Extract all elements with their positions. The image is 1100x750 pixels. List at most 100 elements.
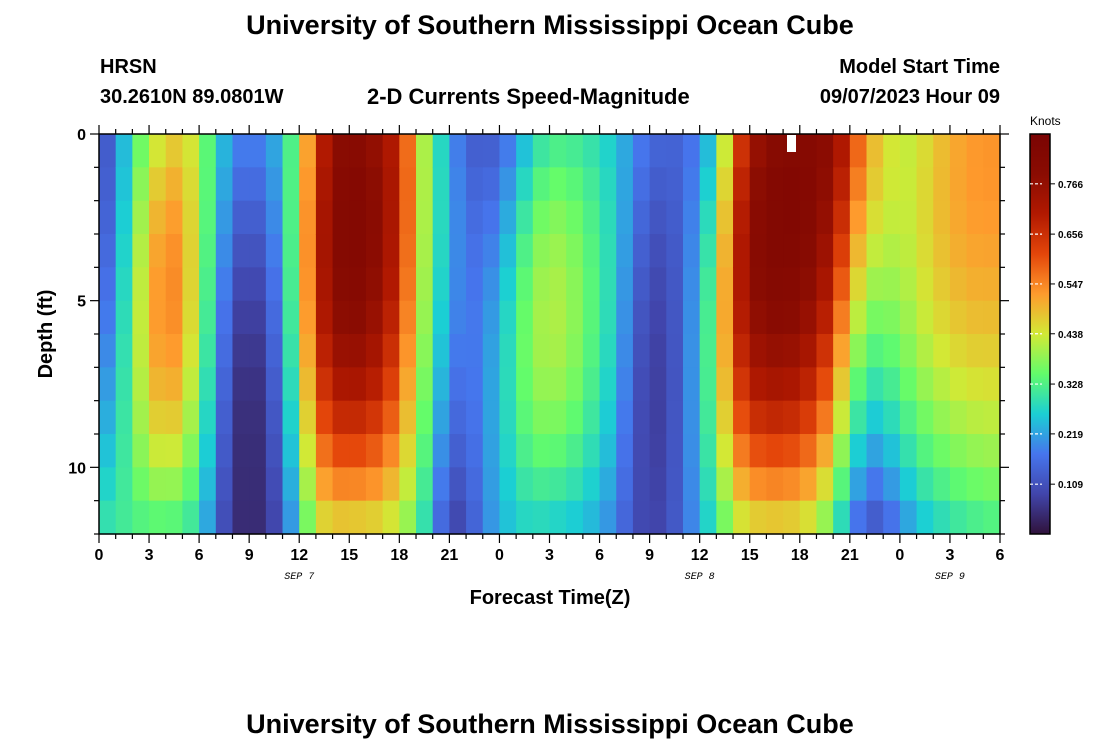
heatmap-cell — [649, 267, 667, 302]
heatmap-cell — [399, 234, 417, 268]
heatmap-cell — [733, 234, 751, 268]
heatmap-cell — [966, 200, 984, 235]
heatmap-cell — [699, 334, 717, 368]
heatmap-cell — [149, 300, 167, 335]
heatmap-cell — [616, 134, 634, 168]
heatmap-cell — [883, 300, 901, 335]
heatmap-cell — [666, 467, 684, 502]
heatmap-cell — [766, 267, 784, 302]
heatmap-cell — [866, 334, 884, 368]
heatmap-cell — [382, 400, 400, 435]
heatmap-cell — [282, 234, 300, 268]
heatmap-cell — [866, 300, 884, 335]
heatmap-cell — [132, 200, 150, 235]
heatmap-cell — [866, 267, 884, 302]
heatmap-cell — [399, 434, 417, 468]
heatmap-cell — [733, 367, 751, 402]
colorbar: Knots 0.109 0.219 0.328 0.438 0.547 0.656 0.76… — [1029, 114, 1083, 535]
heatmap-cell — [983, 300, 1001, 335]
heatmap-cell — [132, 400, 150, 435]
heatmap-cell — [899, 367, 918, 402]
heatmap-cell — [282, 300, 300, 335]
heatmap-cell — [516, 234, 534, 268]
heatmap-cell — [132, 334, 150, 368]
heatmap-cell — [516, 500, 534, 535]
heatmap-cell — [833, 500, 851, 535]
heatmap-cell — [449, 134, 467, 168]
heatmap-cell — [933, 167, 951, 202]
colorbar-tick-label: 0.547 — [1058, 280, 1083, 291]
colorbar-tick-label: 0.438 — [1058, 330, 1083, 341]
x-tick-label: 15 — [340, 547, 358, 564]
heatmap-cell — [115, 200, 133, 235]
heatmap-cell — [549, 434, 567, 468]
heatmap-cell — [849, 434, 868, 468]
heatmap-cell — [582, 134, 601, 168]
heatmap-cell — [232, 400, 250, 435]
heatmap-cell — [99, 367, 117, 402]
heatmap-cell — [382, 200, 400, 235]
heatmap-cell — [416, 267, 434, 302]
heatmap-cell — [899, 300, 918, 335]
heatmap-cell — [466, 300, 484, 335]
heatmap-cell — [215, 300, 234, 335]
heatmap-cell — [799, 167, 818, 202]
heatmap-cell — [816, 400, 834, 435]
heatmap-cell — [849, 467, 868, 502]
heatmap-cell — [332, 267, 350, 302]
heatmap-cell — [966, 334, 984, 368]
heatmap-cell — [566, 500, 584, 535]
heatmap-cell — [966, 367, 984, 402]
heatmap-cell — [616, 467, 634, 502]
heatmap-cell — [115, 234, 133, 268]
heatmap-cell — [432, 200, 450, 235]
heatmap-cell — [516, 434, 534, 468]
heatmap-cell — [265, 400, 284, 435]
heatmap-cell — [933, 300, 951, 335]
heatmap-cell — [416, 167, 434, 202]
heatmap-cell — [432, 334, 450, 368]
heatmap-cell — [799, 300, 818, 335]
heatmap-cell — [549, 400, 567, 435]
heatmap-cell — [315, 400, 334, 435]
heatmap-cell — [365, 234, 384, 268]
heatmap-cell — [666, 300, 684, 335]
heatmap-cell — [99, 134, 117, 168]
heatmap-cell — [733, 434, 751, 468]
heatmap-cell — [115, 134, 133, 168]
heatmap-cell — [682, 300, 701, 335]
heatmap-cell — [149, 134, 167, 168]
heatmap-cell — [916, 400, 934, 435]
heatmap-cell — [265, 300, 284, 335]
heatmap-cell — [599, 134, 617, 168]
heatmap-cell — [382, 234, 400, 268]
heatmap-cell — [599, 300, 617, 335]
heatmap-cell — [616, 367, 634, 402]
heatmap-cell — [482, 367, 501, 402]
heatmap-cell — [332, 300, 350, 335]
heatmap-cell — [466, 167, 484, 202]
heatmap-cell — [265, 234, 284, 268]
heatmap-cell — [816, 267, 834, 302]
heatmap-cell — [566, 334, 584, 368]
heatmap-cell — [632, 400, 651, 435]
x-axis-label: Forecast Time(Z) — [470, 587, 631, 609]
heatmap-cell — [199, 500, 217, 535]
heatmap-cell — [315, 267, 334, 302]
heatmap-cell — [449, 300, 467, 335]
heatmap-cell — [299, 267, 317, 302]
heatmap-cell — [933, 200, 951, 235]
y-tick-label: 0 — [77, 127, 86, 144]
heatmap-cell — [115, 267, 133, 302]
heatmap-cell — [883, 367, 901, 402]
heatmap-cell — [749, 234, 768, 268]
heatmap-cell — [582, 334, 601, 368]
heatmap-cell — [749, 167, 768, 202]
heatmap-cell — [899, 467, 918, 502]
heatmap-cell — [165, 167, 184, 202]
heatmap-cell — [349, 434, 367, 468]
heatmap-cell — [332, 334, 350, 368]
heatmap-cell — [849, 300, 868, 335]
heatmap-cell — [315, 234, 334, 268]
heatmap-cell — [99, 500, 117, 535]
